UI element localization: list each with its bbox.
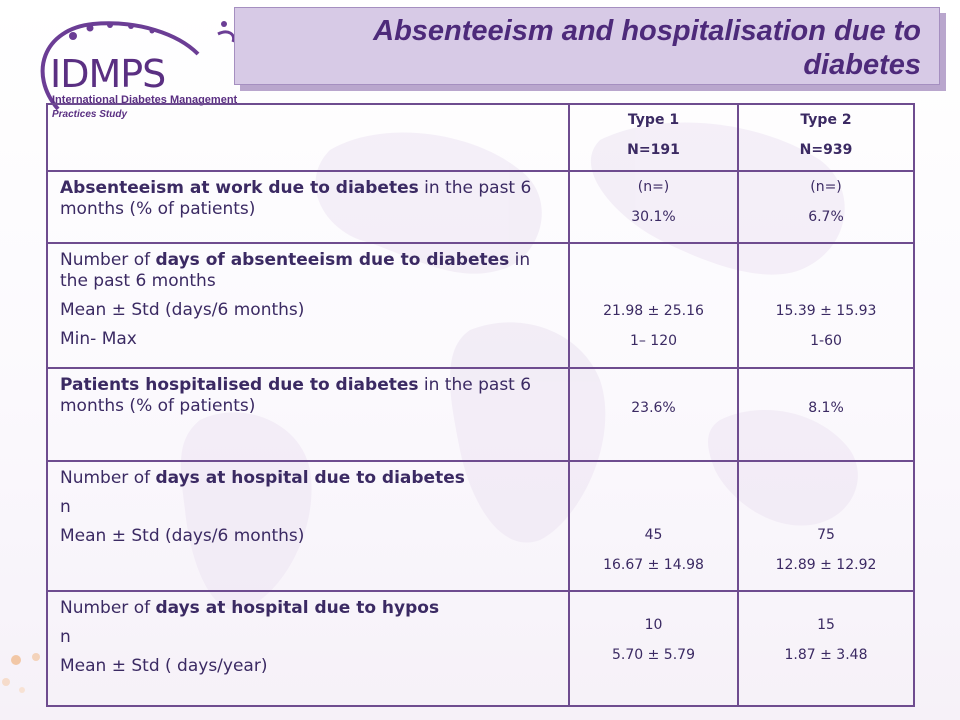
row-sublabel: Mean ± Std (days/6 months) xyxy=(60,526,305,546)
table-row: Number of days at hospital due to diabet… xyxy=(46,460,915,592)
type2-cell: 15.39 ± 15.93 1-60 xyxy=(737,242,915,369)
row-label-bold: days at hospital due to hypos xyxy=(155,598,440,618)
header-empty-cell xyxy=(46,103,570,172)
type2-cell: 15 1.87 ± 3.48 xyxy=(737,590,915,707)
row-sublabel: Mean ± Std ( days/year) xyxy=(60,656,268,676)
row-label-bold: days at hospital due to diabetes xyxy=(155,468,465,488)
type2-value: 15 xyxy=(817,617,835,633)
header-type1-n: N=191 xyxy=(627,142,680,158)
row-label: Number of days at hospital due to diabet… xyxy=(46,460,570,592)
type2-value: 75 xyxy=(817,527,835,543)
row-label-bold: days of absenteeism due to diabetes xyxy=(155,250,510,270)
type2-cell: 8.1% xyxy=(737,367,915,462)
header-type1: Type 1 N=191 xyxy=(568,103,739,172)
row-sublabel: n xyxy=(60,497,71,517)
table-row: Number of days of absenteeism due to dia… xyxy=(46,242,915,369)
title-banner: Absenteeism and hospitalisation due to d… xyxy=(234,7,940,85)
type1-value: 30.1% xyxy=(631,209,676,225)
row-label-rest: in the past 6 months xyxy=(60,250,531,291)
row-label-pre: Number of xyxy=(60,250,156,270)
type2-value: 1.87 ± 3.48 xyxy=(784,647,868,663)
logo-swirl-icon xyxy=(40,21,236,111)
row-label-bold: Absenteeism at work due to diabetes xyxy=(60,178,419,198)
row-label-pre: Number of xyxy=(60,468,156,488)
row-label-bold: Patients hospitalised due to diabetes xyxy=(60,375,419,395)
decorative-dots-icon xyxy=(2,653,40,693)
type1-cell: 21.98 ± 25.16 1– 120 xyxy=(568,242,739,369)
type1-cell: (n=) 30.1% xyxy=(568,170,739,244)
data-table: Type 1 N=191 Type 2 N=939 Absenteeism at… xyxy=(46,103,915,707)
header-type2: Type 2 N=939 xyxy=(737,103,915,172)
row-sublabel: Mean ± Std (days/6 months) xyxy=(60,300,305,320)
logo-subtitle: International Diabetes Management xyxy=(52,94,238,106)
type2-value: 1-60 xyxy=(810,333,842,349)
row-label: Number of days at hospital due to hypos … xyxy=(46,590,570,707)
logo-brand-text: IDMPS xyxy=(50,52,166,96)
table-row: Patients hospitalised due to diabetes in… xyxy=(46,367,915,462)
type1-cell: 23.6% xyxy=(568,367,739,462)
type2-value: (n=) xyxy=(810,179,842,195)
table-row: Number of days at hospital due to hypos … xyxy=(46,590,915,707)
type2-cell: 75 12.89 ± 12.92 xyxy=(737,460,915,592)
type2-value: 6.7% xyxy=(808,209,844,225)
row-label-rest: in the past 6 months (% of patients) xyxy=(60,375,532,416)
type2-value: 8.1% xyxy=(808,400,844,416)
type1-value: 21.98 ± 25.16 xyxy=(603,303,704,319)
type1-value: 23.6% xyxy=(631,400,676,416)
row-label: Patients hospitalised due to diabetes in… xyxy=(46,367,570,462)
header-type1-name: Type 1 xyxy=(627,112,680,128)
row-sublabel: Min- Max xyxy=(60,329,137,349)
type1-value: 16.67 ± 14.98 xyxy=(603,557,704,573)
type1-value: 1– 120 xyxy=(629,333,678,349)
row-label: Number of days of absenteeism due to dia… xyxy=(46,242,570,369)
type1-value: 5.70 ± 5.79 xyxy=(612,647,695,663)
type1-cell: 10 5.70 ± 5.79 xyxy=(568,590,739,707)
slide-title: Absenteeism and hospitalisation due to d… xyxy=(373,15,921,81)
type1-value: 10 xyxy=(644,617,663,633)
type1-value: 45 xyxy=(644,527,663,543)
type1-cell: 45 16.67 ± 14.98 xyxy=(568,460,739,592)
row-label-rest: in the past 6 months (% of patients) xyxy=(60,178,532,219)
table-header-row: Type 1 N=191 Type 2 N=939 xyxy=(46,103,915,172)
row-label: Absenteeism at work due to diabetes in t… xyxy=(46,170,570,244)
row-label-pre: Number of xyxy=(60,598,156,618)
header-type2-n: N=939 xyxy=(799,142,853,158)
type1-value: (n=) xyxy=(637,179,670,195)
table-row: Absenteeism at work due to diabetes in t… xyxy=(46,170,915,244)
type2-cell: (n=) 6.7% xyxy=(737,170,915,244)
row-sublabel: n xyxy=(60,627,71,647)
type2-value: 15.39 ± 15.93 xyxy=(775,303,877,319)
header-type2-name: Type 2 xyxy=(800,112,852,128)
type2-value: 12.89 ± 12.92 xyxy=(775,557,877,573)
